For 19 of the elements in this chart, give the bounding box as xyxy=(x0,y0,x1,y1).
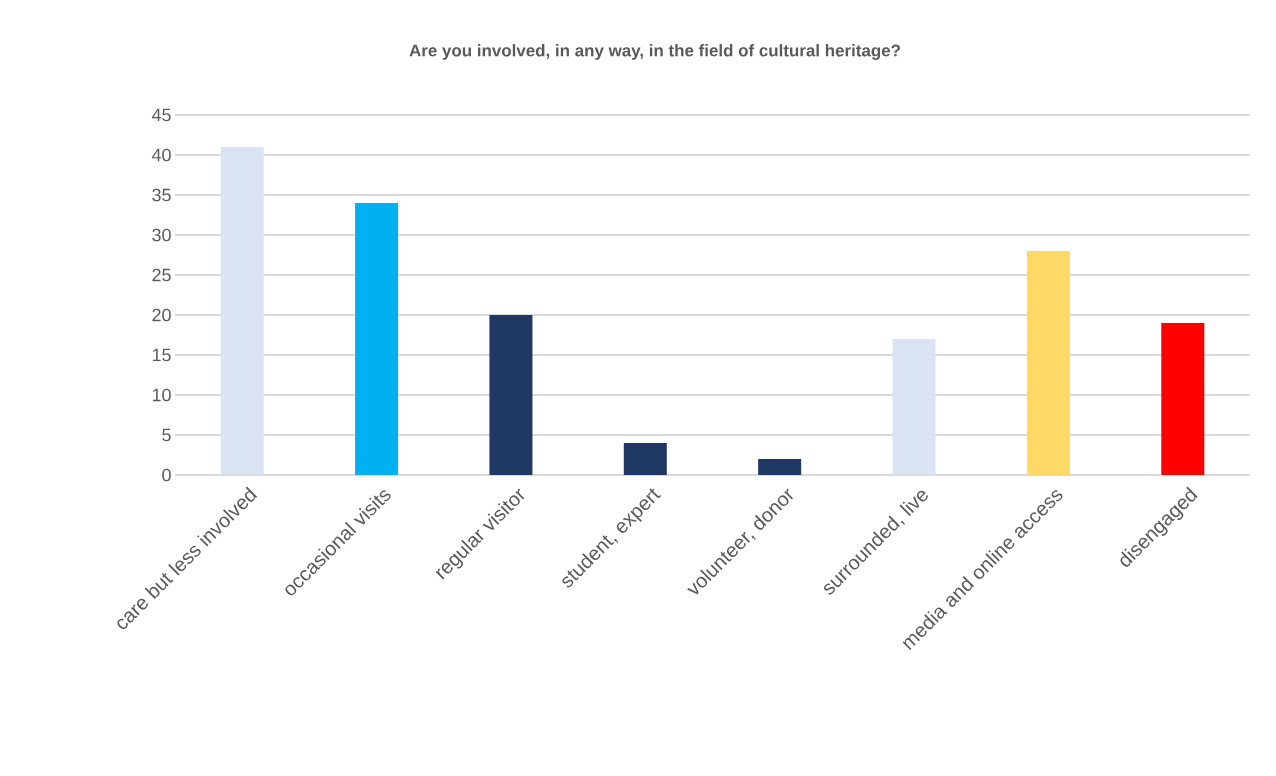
chart-title: Are you involved, in any way, in the field of cultural heritage? xyxy=(409,44,900,60)
y-tick-label: 40 xyxy=(151,148,171,162)
y-tick-label: 10 xyxy=(152,388,171,402)
y-tick-label: 20 xyxy=(152,308,171,322)
y-tick-label: 30 xyxy=(152,228,171,242)
bar xyxy=(758,458,802,475)
bar xyxy=(1026,250,1070,475)
y-tick-label: 15 xyxy=(152,348,171,362)
bar xyxy=(355,202,399,475)
bar xyxy=(220,146,264,475)
y-tick-label: 5 xyxy=(162,428,171,442)
bar xyxy=(892,338,936,475)
y-tick-label: 25 xyxy=(152,268,171,282)
y-tick-label: 35 xyxy=(152,188,171,202)
y-tick-label: 0 xyxy=(162,468,171,482)
bar xyxy=(623,442,667,475)
bar xyxy=(489,314,533,475)
bar xyxy=(1161,322,1205,475)
y-tick-label: 45 xyxy=(151,108,171,122)
